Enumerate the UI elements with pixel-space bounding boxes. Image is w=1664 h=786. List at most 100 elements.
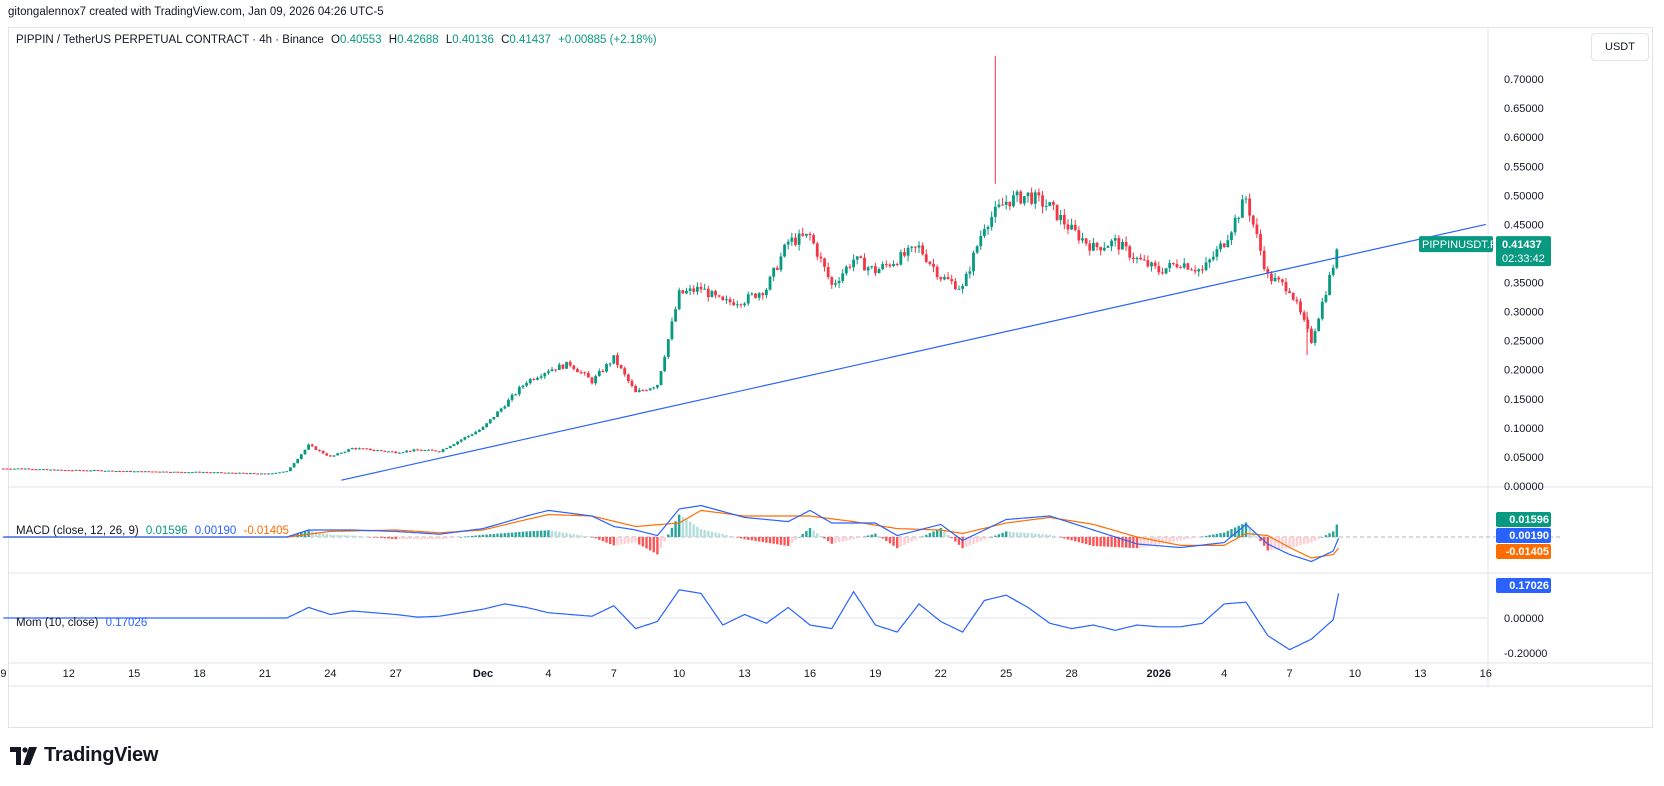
macd-histogram-bar	[990, 537, 993, 538]
macd-histogram-bar	[925, 534, 928, 537]
candle-body	[285, 471, 289, 473]
macd-histogram-bar	[1295, 537, 1299, 547]
macd-histogram-bar	[616, 537, 619, 545]
candle-body	[1062, 214, 1066, 225]
macd-histogram-bar	[659, 537, 663, 548]
macd-histogram-bar	[1092, 537, 1095, 546]
candle-body	[924, 254, 928, 262]
macd-histogram-bar	[910, 537, 913, 542]
candle-body	[1295, 299, 1299, 302]
candle-body	[786, 241, 790, 245]
candle-body	[561, 364, 565, 369]
candle-body	[259, 473, 263, 475]
macd-histogram-bar	[965, 537, 968, 547]
candle-body	[1251, 215, 1255, 225]
candle-body	[92, 470, 96, 472]
macd-histogram-bar	[783, 537, 786, 546]
macd-histogram-bar	[452, 537, 456, 538]
candle-body	[525, 383, 528, 386]
macd-line	[3, 504, 1340, 563]
currency-selector[interactable]: USDT	[1591, 33, 1649, 61]
candle-body	[125, 470, 129, 472]
candle-body	[550, 369, 554, 372]
macd-histogram-bar	[1055, 536, 1059, 538]
macd-histogram-bar	[1008, 531, 1012, 537]
candle-body	[365, 448, 369, 450]
macd-histogram-bar	[1244, 522, 1248, 537]
candle-body	[401, 452, 405, 454]
candle-body	[648, 388, 652, 391]
candle-body	[605, 364, 608, 372]
macd-histogram-bar	[510, 532, 514, 537]
candle-body	[60, 469, 63, 471]
macd-histogram-bar	[950, 537, 953, 539]
candle-body	[161, 471, 165, 473]
candle-body	[794, 237, 797, 245]
macd-histogram-bar	[1288, 537, 1291, 549]
candle-body	[507, 399, 510, 407]
candle-body	[1001, 204, 1004, 206]
candle-body	[71, 470, 74, 472]
macd-histogram-bar	[460, 537, 463, 538]
candle-body	[815, 243, 819, 257]
candle-body	[1146, 260, 1150, 267]
macd-signal-tag-text: -0.01405	[1506, 546, 1549, 558]
low-value: 0.40136	[452, 34, 494, 46]
candle-body	[895, 263, 899, 265]
macd-histogram-bar	[779, 537, 783, 545]
candle-body	[968, 271, 972, 274]
candle-body	[834, 283, 837, 285]
candle-body	[143, 471, 147, 473]
candle-body	[234, 472, 238, 474]
macd-histogram-bar	[1179, 537, 1182, 541]
candle-body	[579, 372, 583, 374]
macd-histogram-bar	[688, 521, 692, 537]
price-axis-label: 0.20000	[1504, 365, 1544, 377]
macd-histogram-bar	[1084, 537, 1088, 545]
macd-histogram-bar	[1310, 537, 1313, 543]
macd-histogram-bar	[699, 529, 703, 537]
macd-histogram-bar	[899, 537, 903, 547]
candle-body	[623, 368, 627, 375]
macd-hist-tag	[1496, 512, 1551, 527]
macd-histogram-bar	[917, 537, 921, 539]
candle-body	[1313, 331, 1317, 343]
candle-body	[1026, 192, 1030, 197]
macd-histogram-bar	[587, 536, 590, 538]
candle-body	[714, 291, 717, 296]
candle-body	[710, 291, 714, 298]
macd-histogram-bar	[648, 537, 652, 551]
macd-histogram-bar	[380, 537, 383, 538]
macd-histogram-bar	[1302, 537, 1306, 545]
candle-body	[361, 448, 365, 450]
macd-histogram-bar	[558, 531, 561, 537]
macd-histogram-bar	[997, 534, 1001, 537]
macd-histogram-bar	[583, 535, 586, 537]
macd-histogram-bar	[736, 537, 739, 538]
candle-body	[270, 473, 274, 475]
macd-histogram-bar	[707, 530, 710, 537]
macd-histogram-bar	[1172, 537, 1175, 542]
macd-histogram-bar	[656, 537, 659, 555]
macd-histogram-bar	[430, 537, 434, 540]
candle-body	[1157, 266, 1161, 273]
macd-histogram-bar	[881, 537, 884, 539]
candle-body	[975, 246, 979, 253]
tradingview-logo[interactable]: TradingView	[10, 744, 158, 767]
candle-body	[1197, 269, 1201, 272]
macd-histogram-bar	[525, 531, 528, 537]
countdown-text: 02:33:42	[1502, 253, 1545, 265]
macd-histogram-bar	[401, 537, 405, 540]
macd-histogram-bar	[1313, 537, 1317, 541]
candle-body	[1255, 224, 1259, 235]
candle-body	[452, 444, 456, 447]
candle-body	[1110, 240, 1113, 247]
candle-body	[768, 276, 772, 290]
macd-histogram-bar	[1204, 535, 1208, 537]
macd-histogram-bar	[1306, 537, 1309, 544]
macd-histogram-bar	[1066, 537, 1070, 540]
candle-body	[423, 450, 427, 452]
candle-body	[637, 390, 641, 393]
macd-histogram-bar	[1212, 534, 1215, 537]
